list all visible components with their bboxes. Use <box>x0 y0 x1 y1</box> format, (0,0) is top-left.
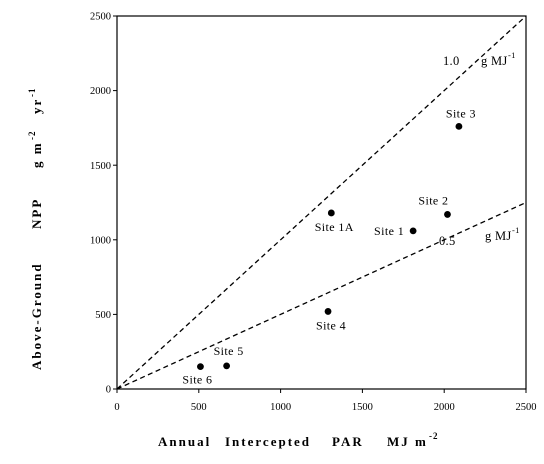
y-axis-title-word: NPP <box>29 198 44 229</box>
data-point-label-site-4: Site 4 <box>316 318 346 332</box>
x-axis-title-word: Intercepted <box>225 434 311 449</box>
data-point-site-1 <box>409 227 417 235</box>
data-point-site-4 <box>324 308 332 315</box>
data-point-label-site-5: Site 5 <box>214 344 244 358</box>
y-tick-label: 1000 <box>90 235 111 246</box>
data-point-site-5 <box>223 362 231 370</box>
data-point-site-1a <box>327 209 335 217</box>
y-tick-label: 2000 <box>90 86 111 97</box>
x-tick-label: 2000 <box>434 402 455 413</box>
reference-line-1-unit-exponent: -1 <box>508 50 516 60</box>
reference-line-2 <box>116 201 527 390</box>
reference-line-1-unit: g MJ <box>481 54 508 68</box>
y-axis-unit-exponent: -2 <box>27 131 37 141</box>
data-point-site-3 <box>455 123 463 130</box>
y-axis-title: Above-Ground NPP g m-2 yr-1 <box>27 88 44 371</box>
data-point-site-6 <box>197 363 204 371</box>
data-points <box>197 123 463 371</box>
reference-line-2-label: 0.5 g MJ-1 <box>439 225 520 248</box>
reference-line-2-unit-exponent: -1 <box>512 225 520 235</box>
y-axis-unit: yr <box>29 98 44 114</box>
reference-lines <box>116 15 527 390</box>
x-tick-label: 1000 <box>270 402 291 413</box>
y-axis-unit: g m <box>29 141 44 168</box>
data-point-label-site-1: Site 1 <box>374 224 404 238</box>
y-axis-unit-exponent: -1 <box>27 88 37 98</box>
x-tick-label: 2500 <box>516 402 537 413</box>
y-axis-title-word: Above-Ground <box>29 262 44 370</box>
y-tick-label: 2500 <box>90 12 111 23</box>
data-point-labels: Site 1A Site 1 Site 2 Site 3 Site 4 Site 5 Sit… <box>182 106 476 387</box>
x-axis-title: Annual Intercepted PAR MJ m-2 <box>158 431 439 449</box>
x-tick-label: 500 <box>191 402 207 413</box>
reference-line-2-unit: g MJ <box>485 229 512 243</box>
plot-frame <box>116 15 527 390</box>
x-tick-label: 0 <box>114 402 119 413</box>
y-tick-label: 500 <box>95 310 111 321</box>
reference-line-1-label: 1.0 g MJ-1 <box>443 50 516 68</box>
x-axis: 0 500 1000 1500 2000 2500 <box>114 389 537 413</box>
x-axis-unit-exponent: -2 <box>429 431 439 441</box>
y-tick-label: 0 <box>106 385 111 396</box>
x-axis-unit: MJ m <box>387 434 428 449</box>
data-point-label-site-2: Site 2 <box>418 193 448 207</box>
x-axis-title-word: PAR <box>332 434 364 449</box>
data-point-label-site-3: Site 3 <box>446 106 476 120</box>
data-point-label-site-1a: Site 1A <box>315 220 354 234</box>
reference-line-1-value: 1.0 <box>443 54 460 68</box>
x-tick-label: 1500 <box>352 402 373 413</box>
reference-line-2-value: 0.5 <box>439 234 456 248</box>
data-point-label-site-6: Site 6 <box>182 373 212 387</box>
data-point-site-2 <box>444 211 451 218</box>
y-tick-label: 1500 <box>90 161 111 172</box>
x-axis-title-word: Annual <box>158 434 211 449</box>
y-axis: 0 500 1000 1500 2000 2500 <box>90 12 117 396</box>
reference-line-1 <box>116 15 527 390</box>
